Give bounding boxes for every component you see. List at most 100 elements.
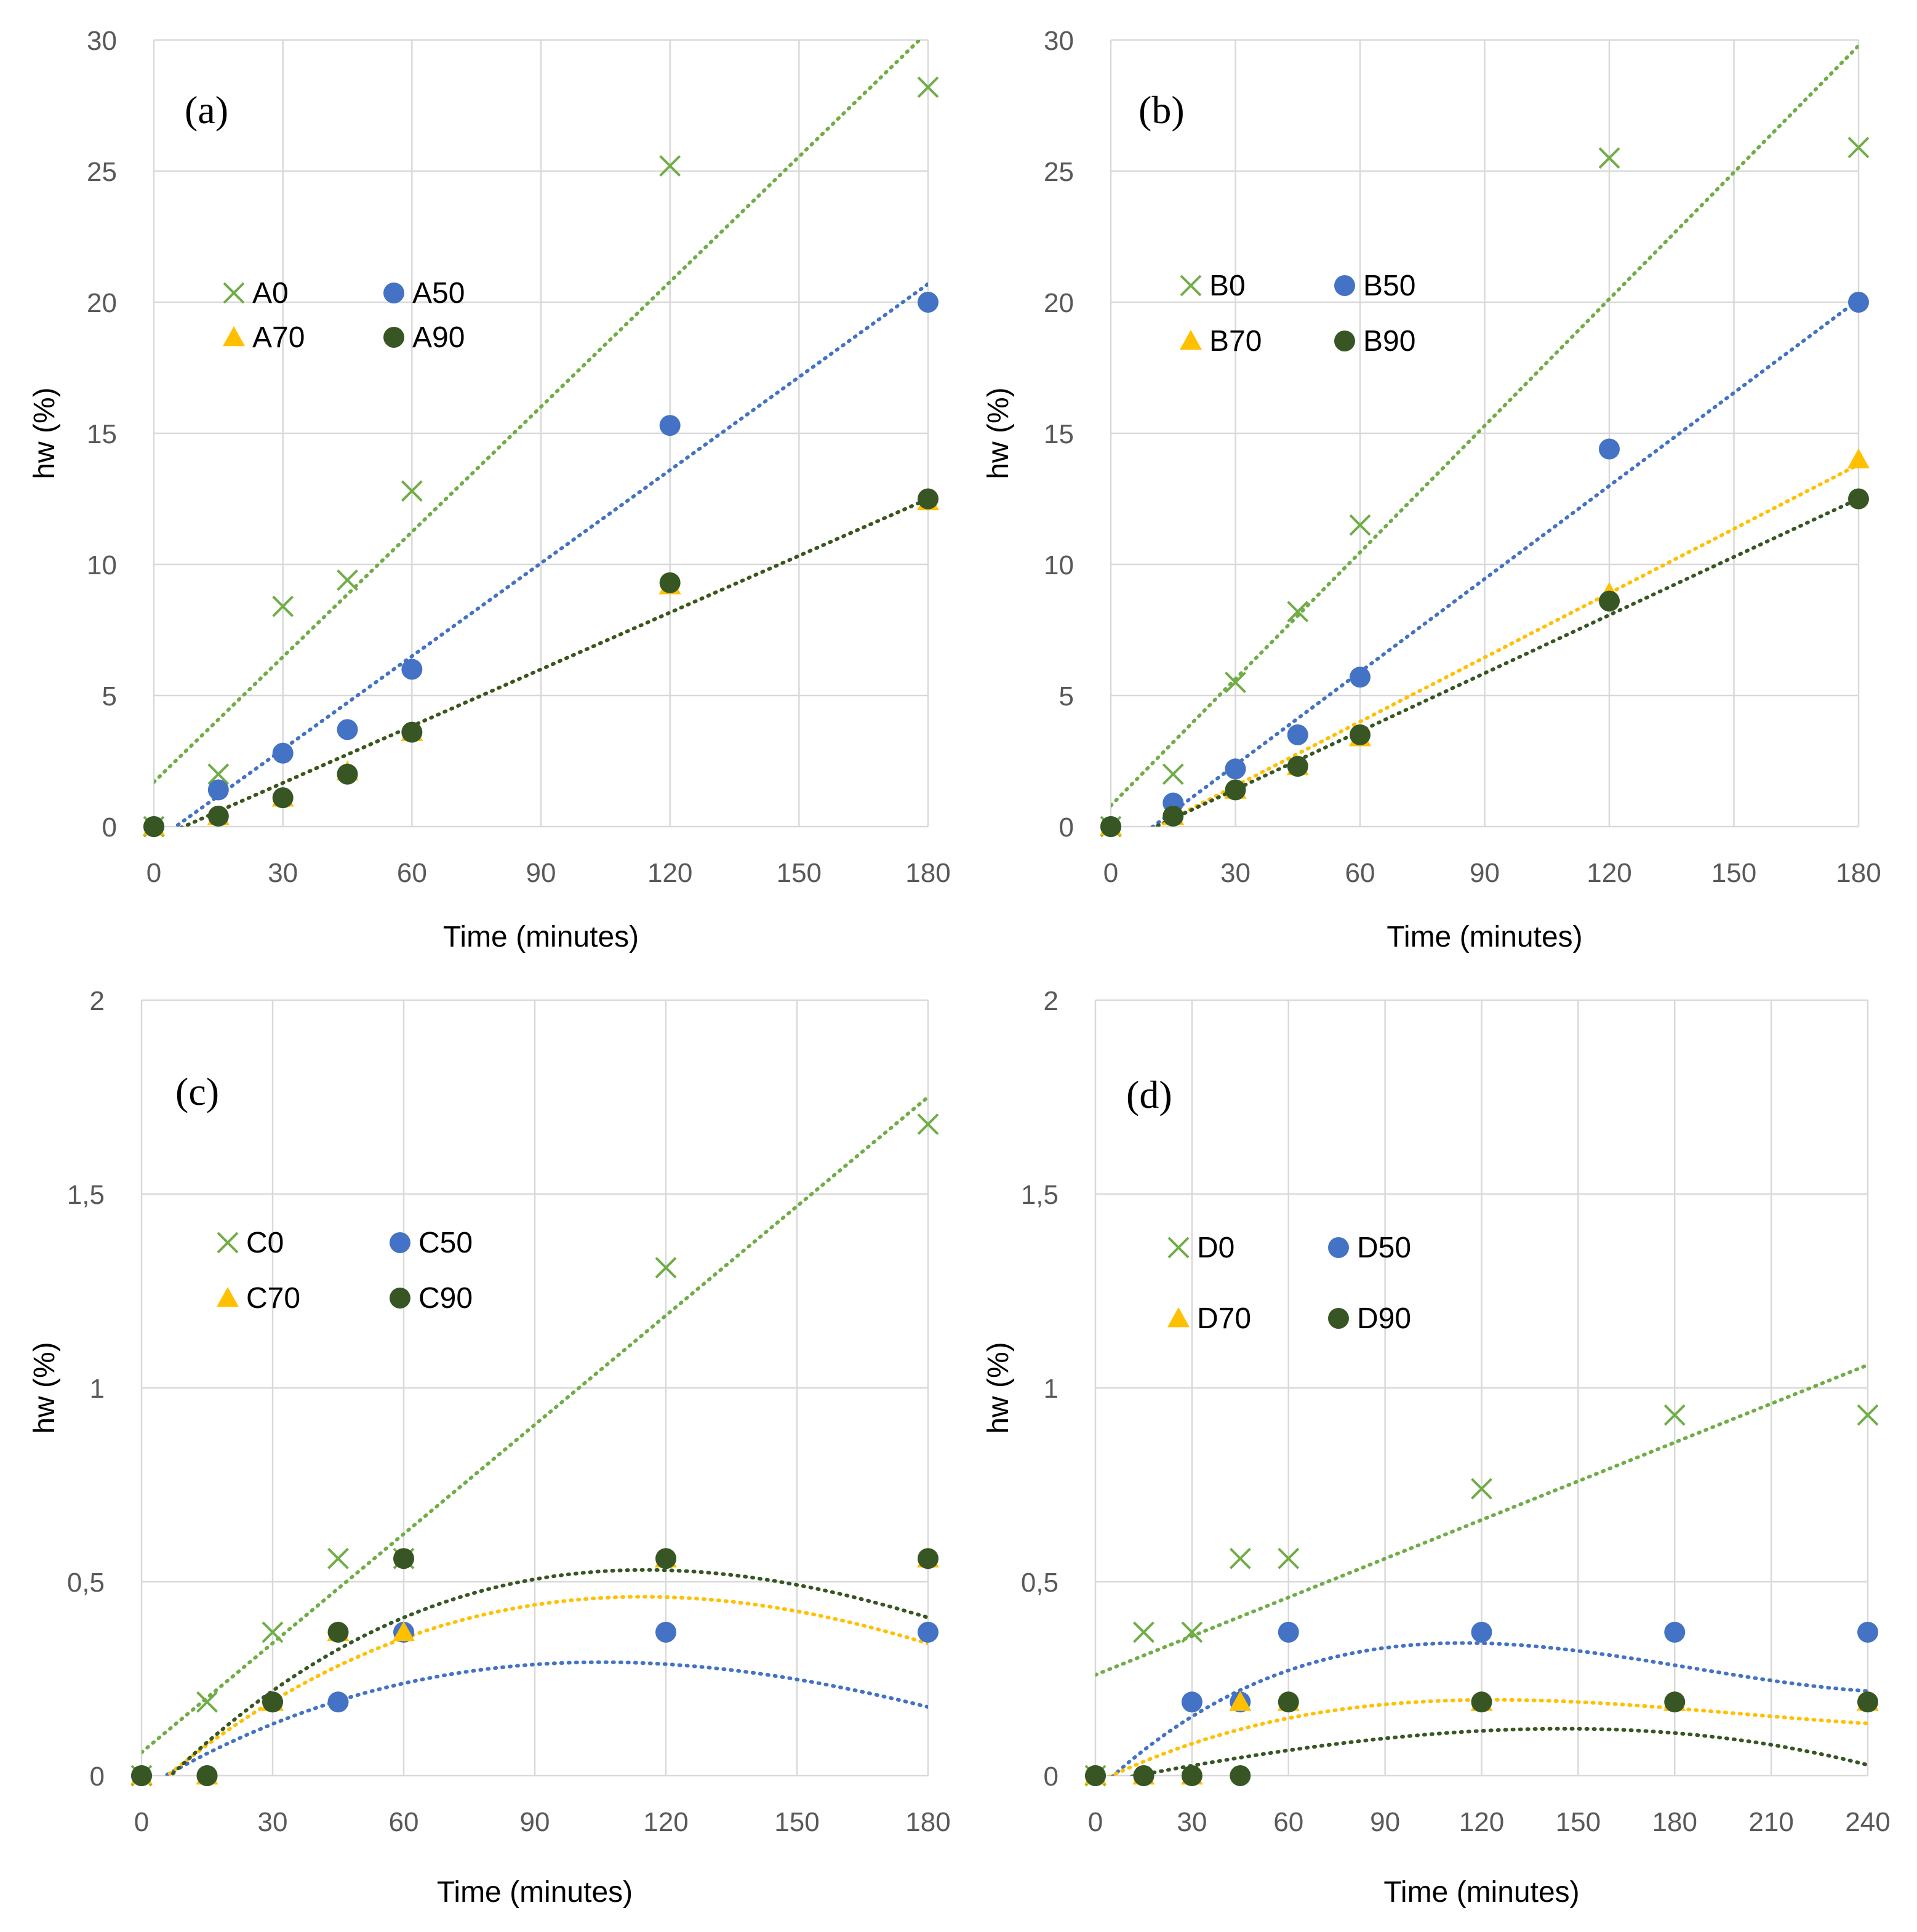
data-point-B90 [1163,805,1184,827]
x-tick-label: 180 [1652,1807,1697,1837]
x-tick-label: 60 [1273,1807,1303,1837]
y-tick-label: 25 [1044,157,1074,187]
x-tick-label: 150 [774,1807,819,1837]
x-tick-label: 120 [643,1807,688,1837]
data-point-D50 [1181,1691,1203,1713]
panel-label: (c) [175,1070,219,1113]
y-tick-label: 10 [1044,550,1074,580]
x-tick-label: 0 [1088,1807,1103,1837]
x-axis-title: Time (minutes) [1383,1876,1579,1909]
data-point-A0 [207,763,230,785]
data-point-A50 [918,292,938,313]
y-tick-label: 15 [1044,419,1074,449]
x-axis-title: Time (minutes) [437,1876,633,1909]
data-point-B90 [1287,756,1308,777]
y-tick-label: 20 [87,288,117,318]
data-point-A90 [272,787,294,809]
chart-panel-d: 0 30 60 90 120 150 180 210 240 0 0,5 1 1,5 2 Time (min… [982,986,1891,1909]
data-point-C90 [918,1548,938,1569]
data-point-B0 [1349,514,1371,536]
data-point-D90 [1857,1691,1878,1713]
y-tick-label: 2 [1044,986,1059,1016]
chart-panel-a: 0 30 60 90 120 150 180 0 5 10 15 20 25 30 Time (minute… [28,26,951,953]
data-point-A50 [401,659,423,680]
data-point-B50 [1287,724,1308,745]
panel-label: (d) [1126,1073,1172,1116]
x-tick-label: 90 [1370,1807,1400,1837]
x-tick-label: 0 [146,858,161,888]
legend-marker-B90 [1334,331,1355,351]
legend-label-A70: A70 [252,321,305,354]
panel-label: (a) [185,88,228,132]
legend-marker-A0 [223,282,245,304]
y-tick-label: 2 [90,986,105,1016]
x-tick-label: 120 [1459,1807,1504,1837]
y-axis-title: hw (%) [982,387,1015,479]
x-tick-label: 210 [1748,1807,1793,1837]
y-tick-label: 30 [87,26,117,56]
data-point-A90 [918,488,938,510]
data-point-A50 [337,719,358,740]
legend-marker-C90 [390,1288,410,1309]
legend-label-C0: C0 [246,1227,284,1259]
x-tick-label: 180 [1836,858,1881,888]
data-point-B0 [1162,763,1184,785]
data-point-A90 [337,763,358,785]
data-point-A50 [659,415,681,436]
data-point-D90 [1664,1691,1686,1713]
data-point-A90 [659,572,681,593]
data-point-D0 [1133,1621,1155,1643]
legend-label-D70: D70 [1197,1302,1251,1335]
data-point-A90 [207,805,229,827]
chart-panel-b: 0 30 60 90 120 150 180 0 5 10 15 20 25 30 Time (minute… [982,26,1881,953]
y-tick-label: 0 [102,812,117,843]
x-axis-title: Time (minutes) [1387,921,1582,953]
x-tick-label: 30 [1177,1807,1207,1837]
data-point-D0 [1278,1547,1300,1569]
data-point-C90 [196,1765,218,1786]
x-tick-label: 30 [1220,858,1251,888]
x-tick-label: 90 [1470,858,1500,888]
trendline-D90 [1126,1726,1868,1776]
y-tick-label: 5 [102,681,117,711]
data-point-D0 [1181,1621,1203,1643]
legend-marker-D70 [1167,1307,1190,1328]
data-point-B0 [1287,601,1309,623]
legend-label-B90: B90 [1363,325,1415,358]
x-tick-label: 150 [777,858,822,888]
legend-marker-C70 [217,1287,239,1307]
data-point-C90 [131,1765,152,1786]
legend-label-A0: A0 [252,277,289,310]
data-point-C50 [655,1621,676,1643]
data-point-C70 [393,1621,415,1641]
data-point-A0 [337,569,358,591]
y-tick-label: 1 [90,1374,105,1404]
x-tick-label: 60 [389,1807,419,1837]
data-point-C90 [655,1548,676,1569]
legend-marker-D90 [1328,1308,1349,1329]
legend-label-B50: B50 [1363,270,1415,302]
x-tick-label: 0 [1103,858,1118,888]
data-point-D0 [1471,1478,1492,1500]
data-point-C90 [262,1691,283,1713]
data-point-D50 [1278,1621,1299,1643]
data-point-B50 [1225,758,1246,780]
data-point-B90 [1599,590,1620,612]
data-point-B90 [1350,724,1371,745]
data-point-B90 [1100,816,1121,837]
x-tick-label: 30 [268,858,298,888]
x-tick-label: 120 [647,858,692,888]
y-tick-label: 0 [1059,812,1074,843]
x-tick-label: 60 [397,858,427,888]
data-point-A0 [917,76,939,98]
y-tick-label: 0 [1044,1762,1059,1792]
legend-marker-A70 [223,326,245,347]
legend-marker-B70 [1180,330,1202,350]
y-tick-label: 0,5 [67,1568,105,1598]
plot-area [154,40,928,827]
legend-label-B0: B0 [1209,270,1246,302]
x-axis-title: Time (minutes) [443,921,639,953]
trendline-C90 [167,1568,928,1776]
data-point-C0 [327,1547,349,1569]
